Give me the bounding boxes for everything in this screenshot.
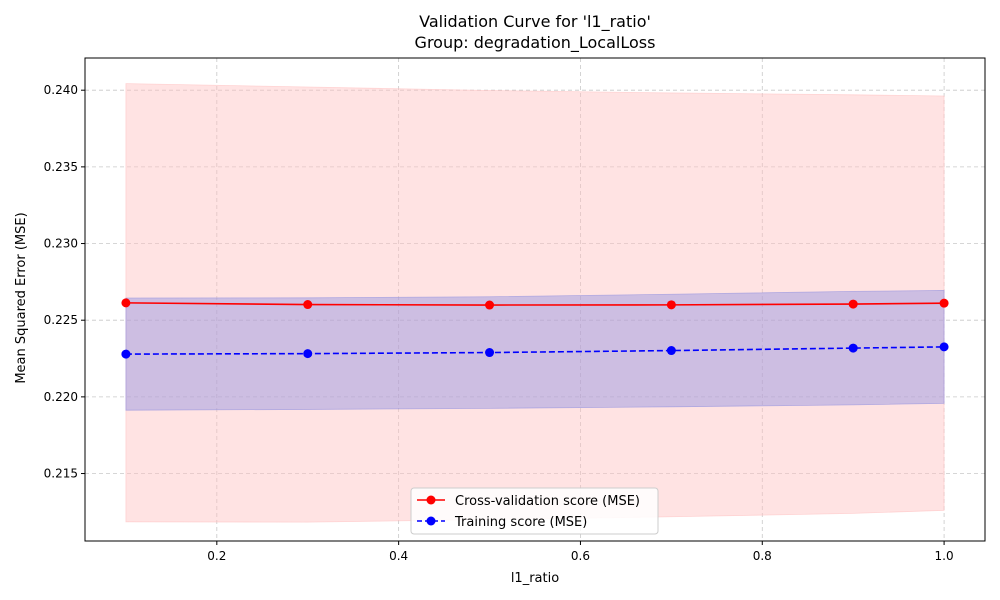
data-point-cv	[485, 300, 495, 310]
confidence-bands	[125, 83, 945, 523]
chart-title: Validation Curve for 'l1_ratio'	[419, 12, 651, 32]
data-point-cv	[303, 300, 313, 310]
y-axis-ticks: 0.215 0.220 0.225 0.230 0.235 0.240	[44, 83, 85, 481]
legend-label-train: Training score (MSE)	[454, 515, 587, 530]
series-lines	[125, 302, 945, 355]
chart-subtitle: Group: degradation_LocalLoss	[415, 33, 656, 53]
y-tick-label: 0.220	[44, 390, 78, 404]
data-point-train	[485, 348, 495, 358]
x-tick-label: 0.8	[753, 549, 772, 563]
legend: Cross-validation score (MSE) Training sc…	[410, 487, 659, 535]
x-tick-label: 1.0	[935, 549, 954, 563]
y-tick-label: 0.240	[44, 83, 78, 97]
x-axis-label: l1_ratio	[511, 571, 559, 586]
data-point-train	[939, 342, 949, 352]
data-point-train	[303, 349, 313, 359]
x-tick-label: 0.6	[571, 549, 590, 563]
series-markers	[121, 298, 949, 359]
data-point-train	[666, 346, 676, 356]
series-line-cv	[125, 302, 945, 306]
confidence-band-train	[125, 290, 945, 411]
plot-frame	[84, 57, 986, 542]
legend-box	[410, 487, 659, 535]
x-axis-ticks: 0.2 0.4 0.6 0.8 1.0	[207, 541, 954, 563]
series-line-train	[125, 346, 945, 355]
data-point-cv	[666, 300, 676, 310]
data-point-cv	[848, 299, 858, 309]
legend-marker-cv	[426, 495, 436, 505]
x-tick-label: 0.2	[207, 549, 226, 563]
y-axis-label: Mean Squared Error (MSE)	[14, 212, 29, 383]
grid-lines	[85, 58, 985, 541]
legend-marker-train	[426, 516, 436, 526]
x-tick-label: 0.4	[389, 549, 408, 563]
data-point-cv	[939, 298, 949, 308]
y-tick-label: 0.225	[44, 313, 78, 327]
confidence-band-cv	[125, 83, 945, 523]
data-point-train	[848, 343, 858, 353]
data-point-cv	[121, 298, 131, 308]
legend-label-cv: Cross-validation score (MSE)	[455, 494, 640, 509]
y-tick-label: 0.235	[44, 160, 78, 174]
y-tick-label: 0.215	[44, 467, 78, 481]
y-tick-label: 0.230	[44, 237, 78, 251]
data-point-train	[121, 349, 131, 359]
